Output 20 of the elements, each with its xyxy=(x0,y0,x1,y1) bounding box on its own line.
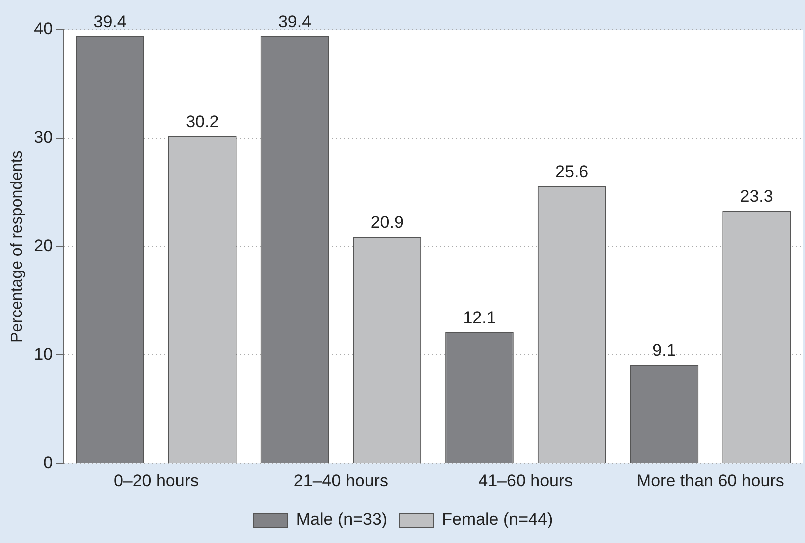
data-label: 39.4 xyxy=(278,12,312,32)
x-tick-label: 0–20 hours xyxy=(114,471,200,490)
legend-label: Male (n=33) xyxy=(296,510,388,530)
x-tick-label: More than 60 hours xyxy=(636,471,784,490)
data-label: 30.2 xyxy=(186,112,220,132)
data-label: 9.1 xyxy=(652,341,676,360)
data-label: 25.6 xyxy=(556,162,589,182)
y-tick-label: 10 xyxy=(34,344,54,364)
y-tick-label: 40 xyxy=(34,20,54,39)
data-label: 39.4 xyxy=(94,12,127,32)
x-tick-label: 41–60 hours xyxy=(478,471,574,490)
y-tick-label: 30 xyxy=(34,128,54,148)
y-axis-title: Percentage of respondents xyxy=(9,150,26,343)
x-tick-label: 21–40 hours xyxy=(294,471,388,490)
legend-label: Female (n=44) xyxy=(442,510,554,530)
y-tick-label: 20 xyxy=(34,236,54,256)
data-label: 23.3 xyxy=(740,187,774,206)
data-label: 20.9 xyxy=(370,213,404,232)
data-label: 12.1 xyxy=(463,308,496,328)
y-tick-label: 0 xyxy=(44,453,54,472)
